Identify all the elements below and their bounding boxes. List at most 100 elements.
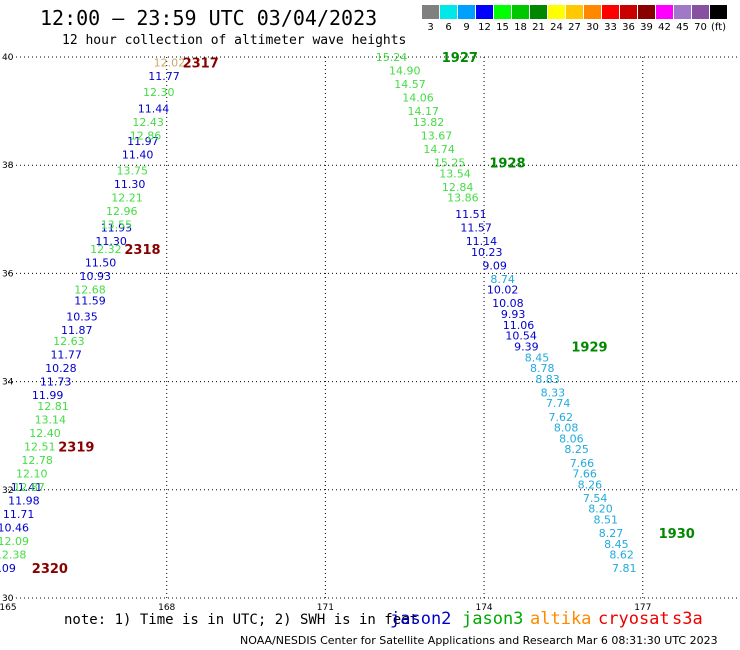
legend-swatch — [494, 5, 511, 19]
wave-height-point: 8.45 — [604, 538, 629, 551]
wave-height-point: 12.81 — [37, 400, 69, 413]
legend-swatch — [692, 5, 709, 19]
wave-height-point: 11.98 — [8, 495, 40, 508]
pass-time-label: 2319 — [58, 441, 94, 456]
wave-height-point: 8.25 — [564, 443, 589, 456]
pass-time-label: 2317 — [183, 56, 219, 71]
legend-swatch — [656, 5, 673, 19]
legend-label: 3 — [427, 22, 434, 33]
wave-height-point: 12.02 — [154, 56, 186, 69]
wave-height-point: 7.54 — [583, 492, 608, 505]
x-tick-label: 168 — [158, 603, 175, 613]
wave-height-point: 15.25 — [434, 156, 466, 169]
wave-height-point: 8.27 — [599, 527, 624, 540]
wave-height-point: 14.57 — [394, 78, 426, 91]
pass-time-label: 1927 — [442, 51, 478, 66]
wave-height-point: 10.93 — [80, 270, 112, 283]
wave-height-point: 12.09 — [0, 535, 29, 548]
legend-label: 12 — [478, 22, 491, 33]
legend-swatch — [566, 5, 583, 19]
satellite-label-s3a: s3a — [672, 609, 703, 629]
wave-height-point: 8.62 — [609, 549, 634, 562]
wave-height-point: 8.74 — [490, 273, 515, 286]
legend-label: 33 — [604, 22, 617, 33]
wave-height-point: 11.57 — [460, 221, 492, 234]
wave-height-point: 12.96 — [106, 205, 138, 218]
wave-height-point: 13.67 — [421, 129, 453, 142]
wave-height-point: 10.35 — [66, 311, 98, 324]
wave-height-point: 10.54 — [505, 330, 537, 343]
wave-height-point: 10.23 — [471, 246, 503, 259]
wave-height-point: 9.39 — [514, 340, 539, 353]
legend-swatch — [530, 5, 547, 19]
wave-height-point: 11.59 — [74, 294, 106, 307]
legend-swatch — [422, 5, 439, 19]
x-tick-label: 177 — [634, 603, 651, 613]
wave-height-point: 12.86 — [130, 129, 162, 142]
wave-height-point: 14.17 — [408, 105, 440, 118]
legend-label: 27 — [568, 22, 581, 33]
wave-height-point: 11.93 — [101, 221, 133, 234]
wave-height-point: 11.06 — [503, 319, 535, 332]
wave-height-point: 11.51 — [455, 208, 487, 221]
legend-label: 6 — [445, 22, 452, 33]
legend-swatch — [476, 5, 493, 19]
legend-swatch — [584, 5, 601, 19]
wave-height-point: 8.26 — [578, 478, 603, 491]
legend-swatch — [620, 5, 637, 19]
wave-height-point: 14.90 — [389, 65, 421, 78]
wave-height-point: 8.20 — [588, 503, 613, 516]
chart-subtitle: 12 hour collection of altimeter wave hei… — [62, 33, 407, 48]
wave-height-point: 14.06 — [402, 92, 434, 105]
wave-height-point: 8.83 — [535, 373, 560, 386]
wave-height-point: 11.41 — [11, 481, 43, 494]
legend-swatch — [710, 5, 727, 19]
legend-label: 9 — [463, 22, 470, 33]
wave-height-point: 13.54 — [439, 167, 471, 180]
wave-height-point: 12.78 — [21, 454, 53, 467]
satellite-label-cryosat: cryosat — [598, 609, 670, 629]
wave-height-point: 11.77 — [148, 70, 180, 83]
legend-label: 18 — [514, 22, 527, 33]
page-title: 12:00 — 23:59 UTC 03/04/2023 — [40, 6, 378, 30]
wave-height-point: 8.45 — [525, 351, 550, 364]
wave-height-point: 13.75 — [117, 165, 149, 178]
legend-label: (ft) — [710, 22, 727, 33]
wave-height-point: 12.84 — [442, 181, 474, 194]
legend-label: 70 — [694, 22, 707, 33]
wave-height-point: 11.73 — [40, 376, 72, 389]
wave-height-point: 11.44 — [138, 102, 170, 115]
legend-label: 42 — [658, 22, 671, 33]
wave-height-point: 11.50 — [85, 257, 117, 270]
wave-height-point: 9.09 — [482, 259, 507, 272]
wave-height-point: 7.66 — [572, 468, 597, 481]
wave-height-point: 12.87 — [13, 481, 45, 494]
legend-swatch — [638, 5, 655, 19]
axis-ticks: 165 168 171 174 177 30 32 34 36 38 40 — [0, 53, 651, 613]
y-tick-label: 32 — [2, 486, 13, 496]
wave-height-point: 12.51 — [24, 441, 56, 454]
wave-height-point: 7.62 — [549, 411, 574, 424]
wave-height-point: 10.08 — [492, 297, 524, 310]
units-note: note: 1) Time is in UTC; 2) SWH is in fe… — [64, 612, 419, 628]
wave-height-point: 10.46 — [0, 522, 29, 535]
pass-time-label: 2320 — [32, 562, 68, 577]
pass-time-label: 1929 — [571, 340, 607, 355]
wave-height-point: 12.21 — [111, 192, 143, 205]
wave-height-point: 11.14 — [466, 235, 498, 248]
wave-height-point: 7.81 — [612, 562, 637, 575]
wave-height-point: 11.71 — [3, 508, 35, 521]
wave-height-point: 13.55 — [101, 219, 133, 232]
wave-height-point: 7.66 — [570, 457, 595, 470]
wave-height-point: 11.09 — [0, 562, 16, 575]
y-tick-label: 40 — [2, 53, 14, 63]
legend-swatch — [512, 5, 529, 19]
wave-height-point: 12.63 — [53, 335, 85, 348]
wave-height-point: 12.68 — [74, 284, 106, 297]
pass-time-label: 1928 — [489, 156, 525, 171]
wave-height-point: 12.40 — [29, 427, 61, 440]
wave-height-point: 12.38 — [0, 549, 26, 562]
wave-height-point: 11.99 — [32, 389, 64, 402]
legend-label: 30 — [586, 22, 599, 33]
